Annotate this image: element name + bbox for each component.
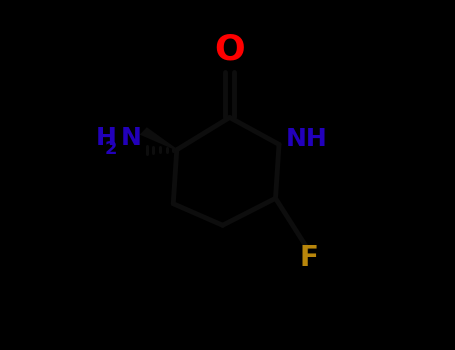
Polygon shape: [140, 127, 177, 150]
Text: F: F: [299, 244, 318, 272]
Text: H: H: [96, 126, 117, 150]
Text: 2: 2: [104, 140, 117, 158]
Text: O: O: [214, 32, 245, 66]
Text: NH: NH: [286, 127, 328, 151]
Text: N: N: [120, 126, 141, 150]
